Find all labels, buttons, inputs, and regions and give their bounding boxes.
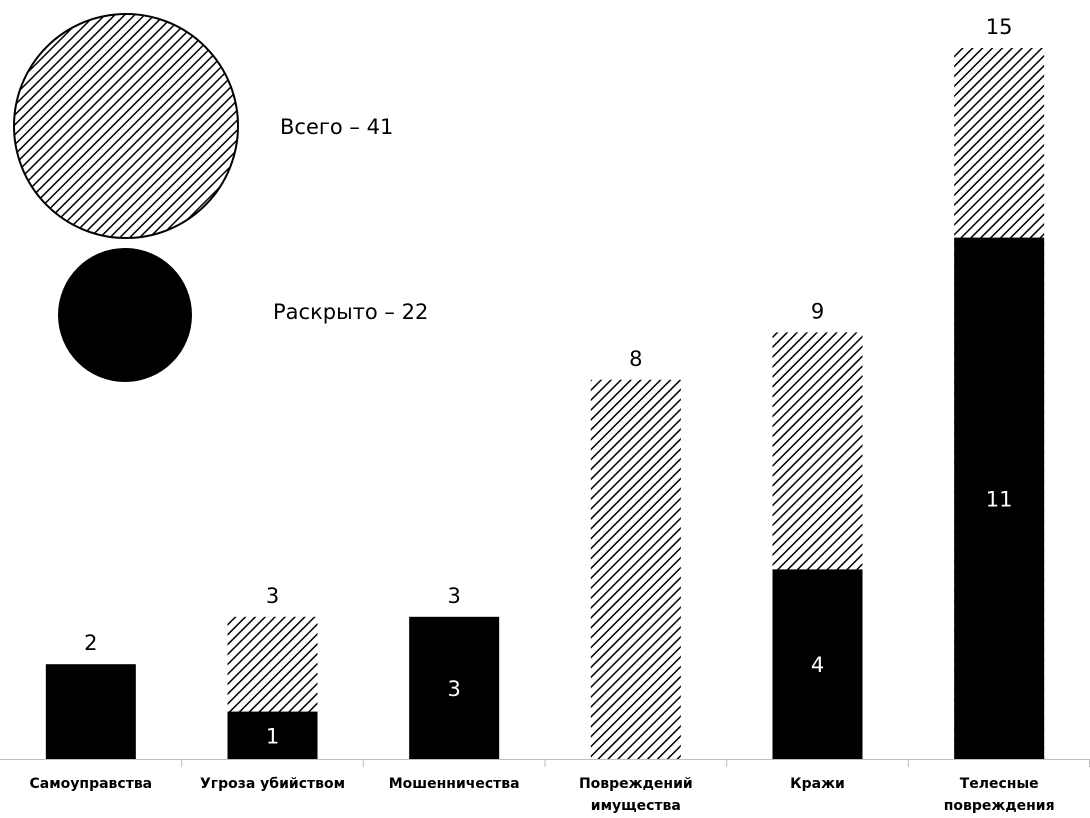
solved-value-label: 11 xyxy=(986,487,1013,511)
bar-solved xyxy=(772,569,863,759)
category-label: Телесные xyxy=(960,776,1039,792)
legend-total-swatch xyxy=(13,13,239,239)
legend-total-label: Всего – 41 xyxy=(280,115,393,139)
legend-solved-swatch xyxy=(58,248,192,382)
total-value-label: 3 xyxy=(447,584,460,608)
bar-solved xyxy=(409,616,500,759)
bars xyxy=(45,48,1045,760)
total-value-label: 8 xyxy=(629,347,642,371)
legend-solved-label: Раскрыто – 22 xyxy=(273,300,428,324)
total-value-label: 15 xyxy=(986,15,1013,39)
total-value-label: 9 xyxy=(811,299,824,323)
bar-solved xyxy=(227,711,318,759)
solved-value-label: 1 xyxy=(266,724,279,748)
category-label: имущества xyxy=(591,798,681,814)
total-value-label: 3 xyxy=(266,584,279,608)
bar-solved xyxy=(954,237,1045,760)
x-axis xyxy=(0,759,1090,767)
category-label: повреждения xyxy=(944,798,1055,814)
bar-total xyxy=(590,379,681,759)
legend: Всего – 41 Раскрыто – 22 xyxy=(13,13,428,382)
category-label: Самоуправства xyxy=(30,776,153,792)
category-label: Мошенничества xyxy=(389,776,520,792)
bar-solved xyxy=(45,664,136,759)
category-label: Угроза убийством xyxy=(200,776,345,792)
category-label: Повреждений xyxy=(579,776,693,792)
solved-value-label: 4 xyxy=(811,653,824,677)
category-label: Кражи xyxy=(790,776,845,792)
solved-value-label: 3 xyxy=(447,677,460,701)
labels: 2 Самоуправства 3 1 Угроза убийством 3 3 Мошенн… xyxy=(30,15,1055,814)
total-value-label: 2 xyxy=(84,631,97,655)
